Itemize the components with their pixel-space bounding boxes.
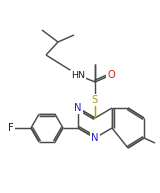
Text: S: S xyxy=(92,95,98,105)
Text: N: N xyxy=(74,103,82,113)
Text: HN: HN xyxy=(71,70,85,80)
Text: F: F xyxy=(8,123,14,133)
Text: N: N xyxy=(91,133,99,143)
Text: O: O xyxy=(107,70,115,80)
